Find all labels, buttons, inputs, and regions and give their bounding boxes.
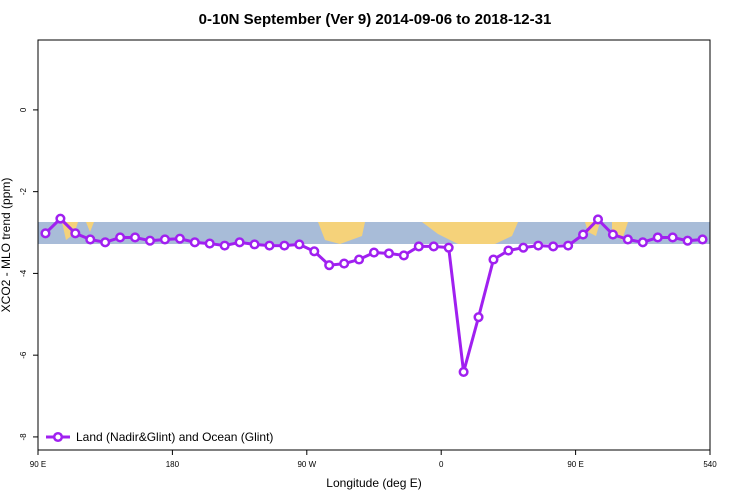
data-point	[55, 213, 66, 224]
data-point	[130, 232, 141, 243]
data-point	[249, 239, 260, 250]
y-tick-label: -4	[19, 269, 28, 277]
data-point	[85, 234, 96, 245]
y-tick-label: -8	[19, 433, 28, 441]
data-point	[458, 366, 469, 377]
data-point	[652, 232, 663, 243]
chart-title: 0-10N September (Ver 9) 2014-09-06 to 20…	[199, 11, 552, 28]
data-point	[159, 234, 170, 245]
y-tick-label: -6	[19, 351, 28, 359]
x-tick-label: 90 W	[297, 460, 316, 469]
legend-marker	[52, 431, 64, 443]
data-point	[189, 237, 200, 248]
map-band	[38, 222, 710, 244]
y-tick-label: 0	[19, 107, 28, 112]
legend-label: Land (Nadir&Glint) and Ocean (Glint)	[76, 430, 273, 444]
x-tick-label: 90 E	[567, 460, 583, 469]
data-point	[100, 237, 111, 248]
data-point	[174, 233, 185, 244]
data-point	[70, 228, 81, 239]
data-point	[667, 232, 678, 243]
data-point	[144, 235, 156, 246]
data-point	[473, 312, 484, 323]
data-point	[279, 240, 290, 251]
data-point	[383, 248, 394, 259]
plot-frame	[37, 39, 711, 451]
x-tick-label: 540	[703, 460, 717, 469]
y-axis-label: XCO2 - MLO trend (ppm)	[0, 178, 13, 313]
data-point	[503, 245, 514, 256]
data-point	[339, 258, 350, 269]
data-point	[354, 254, 365, 265]
y-tick-label: -2	[19, 188, 28, 196]
data-point	[548, 241, 559, 252]
data-point	[40, 228, 51, 239]
data-point	[443, 242, 454, 253]
data-point	[398, 250, 409, 261]
data-point	[413, 241, 424, 252]
data-point	[637, 237, 648, 248]
x-tick-label: 180	[166, 460, 180, 469]
data-point	[622, 234, 633, 245]
data-point	[294, 239, 305, 250]
data-point	[563, 240, 574, 251]
data-point	[368, 247, 380, 258]
data-point	[264, 240, 275, 251]
data-point	[428, 241, 439, 252]
data-point	[309, 246, 320, 257]
data-point	[682, 235, 693, 246]
data-point	[697, 234, 708, 245]
data-point	[488, 254, 499, 265]
data-point	[219, 240, 230, 251]
x-tick-label: 90 E	[30, 460, 46, 469]
data-point	[578, 229, 589, 240]
data-point	[607, 229, 618, 240]
x-tick-label: 0	[439, 460, 444, 469]
x-axis-label: Longitude (deg E)	[326, 476, 421, 490]
data-point	[204, 238, 215, 249]
data-point	[324, 260, 335, 271]
data-point	[115, 232, 126, 243]
data-point	[592, 214, 604, 225]
data-point	[533, 240, 544, 251]
data-point	[518, 242, 529, 253]
data-point	[234, 237, 245, 248]
